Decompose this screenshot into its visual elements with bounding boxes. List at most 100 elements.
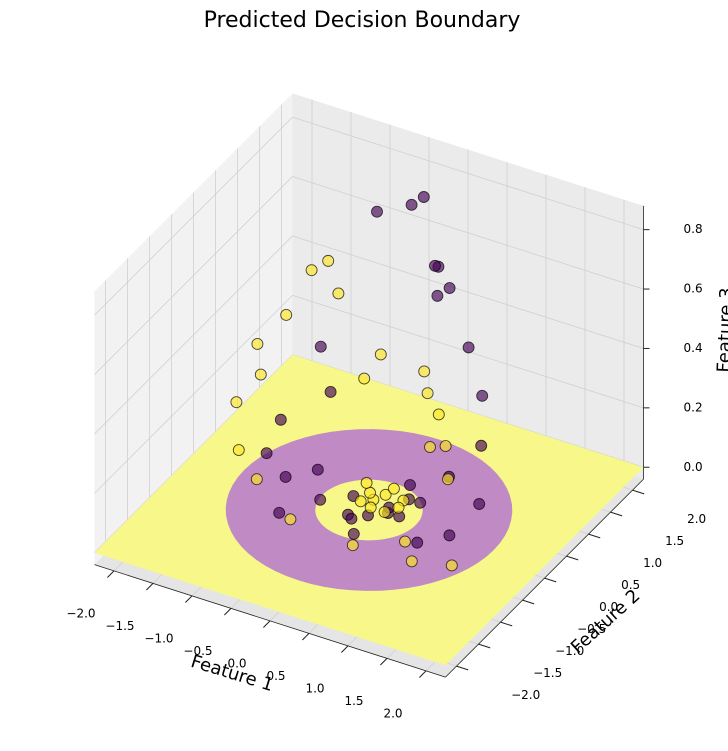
grid-line (292, 354, 644, 468)
z-tick-label: 0.0 (684, 460, 703, 474)
y-tick-label: −2.0 (511, 688, 540, 702)
x-tick (224, 608, 232, 616)
data-point (411, 536, 424, 549)
y-tick (522, 599, 535, 605)
grid-line (292, 176, 644, 290)
data-point (371, 205, 383, 218)
data-point (254, 368, 267, 381)
x-tick (107, 570, 115, 578)
x-tick (419, 670, 427, 678)
x-tick-label: −0.5 (183, 644, 212, 658)
data-point (260, 447, 273, 460)
x-tick-label: 0.0 (227, 656, 246, 670)
data-point (230, 396, 243, 409)
y-tick-label: 1.5 (665, 534, 684, 548)
data-point (345, 512, 358, 525)
data-point (279, 470, 292, 483)
y-tick (588, 533, 601, 539)
data-point (445, 559, 458, 572)
data-point (418, 365, 431, 378)
data-point (432, 408, 445, 421)
data-point (476, 389, 489, 402)
y-tick (456, 665, 469, 671)
data-point (305, 264, 318, 277)
data-point (347, 527, 360, 540)
x-tick-label: 0.5 (266, 669, 285, 683)
data-point (442, 473, 454, 486)
data-point (405, 198, 418, 211)
y-tick (632, 489, 645, 495)
data-point (314, 340, 327, 353)
data-point (379, 488, 392, 501)
data-point (387, 482, 400, 495)
data-point (462, 341, 475, 354)
data-point (358, 372, 371, 385)
x-tick (380, 658, 388, 666)
z-tick-label: 0.6 (684, 282, 703, 296)
y-tick (500, 621, 513, 627)
y-tick (544, 577, 557, 583)
y-tick-label: 0.0 (599, 600, 618, 614)
data-point (284, 513, 297, 526)
x-tick-label: 1.5 (344, 694, 363, 708)
z-axis-label: Feature 3 (714, 287, 728, 373)
data-point (251, 337, 264, 350)
x-tick-label: −1.0 (144, 631, 173, 645)
x-tick-label: 2.0 (383, 706, 402, 720)
data-point (424, 441, 436, 453)
data-point (250, 473, 263, 486)
y-tick-label: −1.5 (533, 666, 562, 680)
chart-title: Predicted Decision Boundary (204, 8, 521, 33)
y-tick-label: 1.0 (643, 556, 662, 570)
data-point (314, 493, 327, 506)
data-point (392, 501, 405, 514)
grid-line (94, 295, 293, 494)
data-point (421, 387, 434, 400)
data-point (429, 259, 441, 272)
data-point (354, 495, 367, 508)
decision-ring (225, 429, 513, 591)
y-tick-label: −1.0 (555, 644, 584, 658)
grid-line (94, 116, 293, 316)
data-point (378, 506, 391, 518)
x-tick-label: −1.5 (105, 619, 134, 633)
data-point (311, 463, 324, 476)
x-tick-label: 1.0 (305, 681, 324, 695)
data-point (324, 385, 337, 398)
data-point (475, 439, 488, 452)
grid-line (94, 354, 293, 554)
data-point (273, 506, 286, 519)
grid-line (94, 235, 293, 435)
data-point (332, 287, 345, 300)
grid-line (292, 235, 644, 349)
data-point (473, 498, 486, 510)
data-point (322, 254, 335, 267)
data-point (431, 289, 444, 302)
y-tick-label: −0.5 (577, 622, 606, 636)
data-point (439, 440, 452, 453)
data-point (443, 529, 456, 542)
y-tick (478, 643, 491, 649)
y-tick (610, 511, 623, 517)
data-point (417, 191, 430, 203)
data-point (404, 479, 416, 491)
data-point (364, 486, 376, 499)
data-point (443, 282, 456, 294)
data-point (346, 539, 359, 552)
x-tick (185, 595, 193, 603)
data-point (405, 555, 418, 568)
grid-line (292, 116, 644, 231)
x-tick-label: −2.0 (66, 606, 95, 620)
y-tick (566, 555, 579, 561)
data-point (399, 535, 411, 548)
y-tick-label: 2.0 (687, 512, 706, 526)
x-tick (302, 633, 310, 641)
x-tick (263, 620, 271, 628)
z-tick-label: 0.4 (684, 341, 703, 355)
data-point (414, 496, 427, 509)
z-tick-label: 0.2 (684, 400, 703, 414)
data-point (374, 348, 387, 361)
y-tick-label: 0.5 (621, 578, 640, 592)
data-point (232, 444, 245, 457)
